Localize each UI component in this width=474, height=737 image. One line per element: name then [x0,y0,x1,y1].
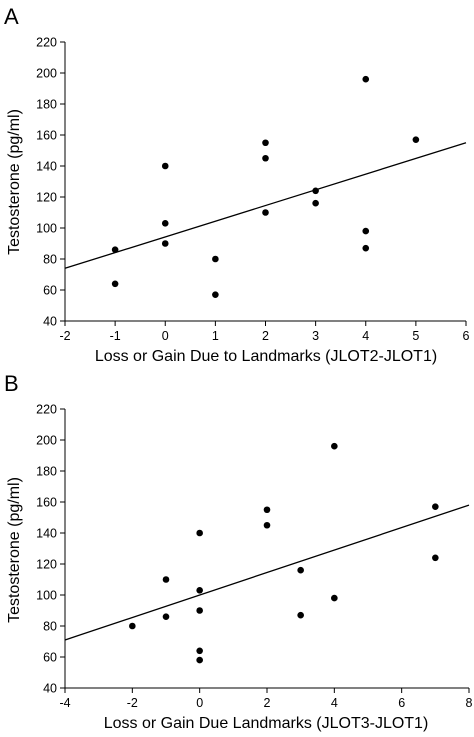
panel-b-chart: B Testosterone (pg/ml) Loss or Gain Due … [4,371,473,732]
panel-b-y-tick-label: 200 [36,434,57,448]
panel-a-x-tick-label: 4 [362,329,369,343]
panel-b-data-point [297,566,304,574]
panel-b-regression-line [64,504,470,641]
panel-a-data-point [312,187,319,195]
panel-a-y-tick-label: 220 [36,36,57,50]
panel-a-data-point [362,227,370,235]
panel-b-x-tick-label: -2 [127,696,138,710]
panel-a-data-point [111,246,119,253]
panel-a-y-tick-label: 180 [36,98,57,112]
panel-b-y-tick-label: 220 [36,403,57,417]
panel-b-data-point [162,613,170,620]
panel-a-y-axis-label: Testosterone (pg/ml) [6,109,23,255]
panel-b-points [64,442,470,664]
panel-b-x-tick-label: 8 [466,696,473,710]
panel-b-y-tick-label: 100 [36,589,57,603]
panel-a-regression-line [64,142,467,269]
panel-a-x-tick-label: -1 [110,329,121,343]
panel-a-y-tick-label: 100 [36,222,57,236]
panel-b-y-axis-label: Testosterone (pg/ml) [6,477,23,623]
panel-b-data-point [331,442,338,450]
panel-a-y-tick-label: 160 [36,129,57,143]
panel-a-data-point [262,209,269,216]
panel-b-data-point [196,587,203,594]
panel-b-data-point [263,506,271,514]
panel-b-data-point [331,594,338,602]
panel-b-x-tick-label: 0 [196,696,203,710]
panel-a-x-tick-label: 0 [162,329,169,343]
panel-b-y-tick-label: 160 [36,496,57,510]
panel-a-axes: 40 60 80 100 120 140 160 180 200 220 -2 -1 0 1 2 3 4 5 6 [36,36,469,344]
panel-a-data-point [362,244,370,252]
panel-a-y-tick-label: 40 [43,315,57,329]
panel-a-data-point [262,139,269,147]
panel-a-x-tick-label: 2 [262,329,269,343]
panel-b-data-point [297,611,304,619]
panel-b-x-axis-label: Loss or Gain Due Landmarks (JLOT3-JLOT1) [104,715,429,732]
panel-a-y-tick-label: 60 [43,284,57,298]
panel-b-y-tick-label: 180 [36,465,57,479]
panel-a-chart: A Testosterone (pg/ml) Loss or Gain Due … [4,4,470,365]
panel-b-data-point [196,529,203,537]
panel-a-y-tick-label: 80 [43,253,57,267]
panel-a-data-point [161,220,169,227]
panel-a-data-point [212,255,219,263]
panel-b-y-tick-label: 80 [43,620,57,634]
panel-a-data-point [412,136,420,143]
panel-b-data-point [196,656,203,664]
panel-b-data-point [162,576,170,583]
panel-a-letter: A [4,4,19,29]
panel-b-x-tick-label: 4 [331,696,338,710]
panel-a-data-point [362,75,370,83]
panel-b-y-tick-label: 140 [36,527,57,541]
panel-b-data-point [196,647,203,655]
panel-b-letter: B [4,371,19,396]
panel-a-x-tick-label: -2 [59,329,70,343]
panel-b-y-tick-label: 60 [43,651,57,665]
panel-b-data-point [432,554,439,562]
panel-a-x-tick-label: 3 [312,329,319,343]
panel-a-data-point [312,199,319,207]
panel-a-data-point [161,162,169,170]
panel-b-axes: 40 60 80 100 120 140 160 180 200 220 -4 -2 0 2 4 6 8 [36,403,472,711]
panel-b-y-tick-label: 40 [43,682,57,696]
panel-a-x-tick-label: 5 [412,329,419,343]
panel-a-data-point [111,280,119,288]
panel-a-data-point [262,154,269,162]
panel-b-x-tick-label: -4 [59,696,70,710]
panel-a-x-tick-label: 6 [463,329,470,343]
panel-b-data-point [196,607,203,614]
panel-b-data-point [129,622,136,630]
panel-a-points [64,75,467,298]
panel-a-y-tick-label: 120 [36,191,57,205]
panel-a-x-tick-label: 1 [212,329,219,343]
panel-b-x-tick-label: 2 [264,696,271,710]
panel-a-data-point [161,240,169,247]
panel-b-y-tick-label: 120 [36,558,57,572]
panel-b-data-point [263,521,271,529]
panel-b-data-point [432,503,439,510]
panel-a-data-point [212,291,219,298]
panel-a-y-tick-label: 200 [36,67,57,81]
panel-a-y-tick-label: 140 [36,160,57,174]
panel-b-x-tick-label: 6 [398,696,405,710]
panel-a-x-axis-label: Loss or Gain Due to Landmarks (JLOT2-JLO… [95,348,437,365]
